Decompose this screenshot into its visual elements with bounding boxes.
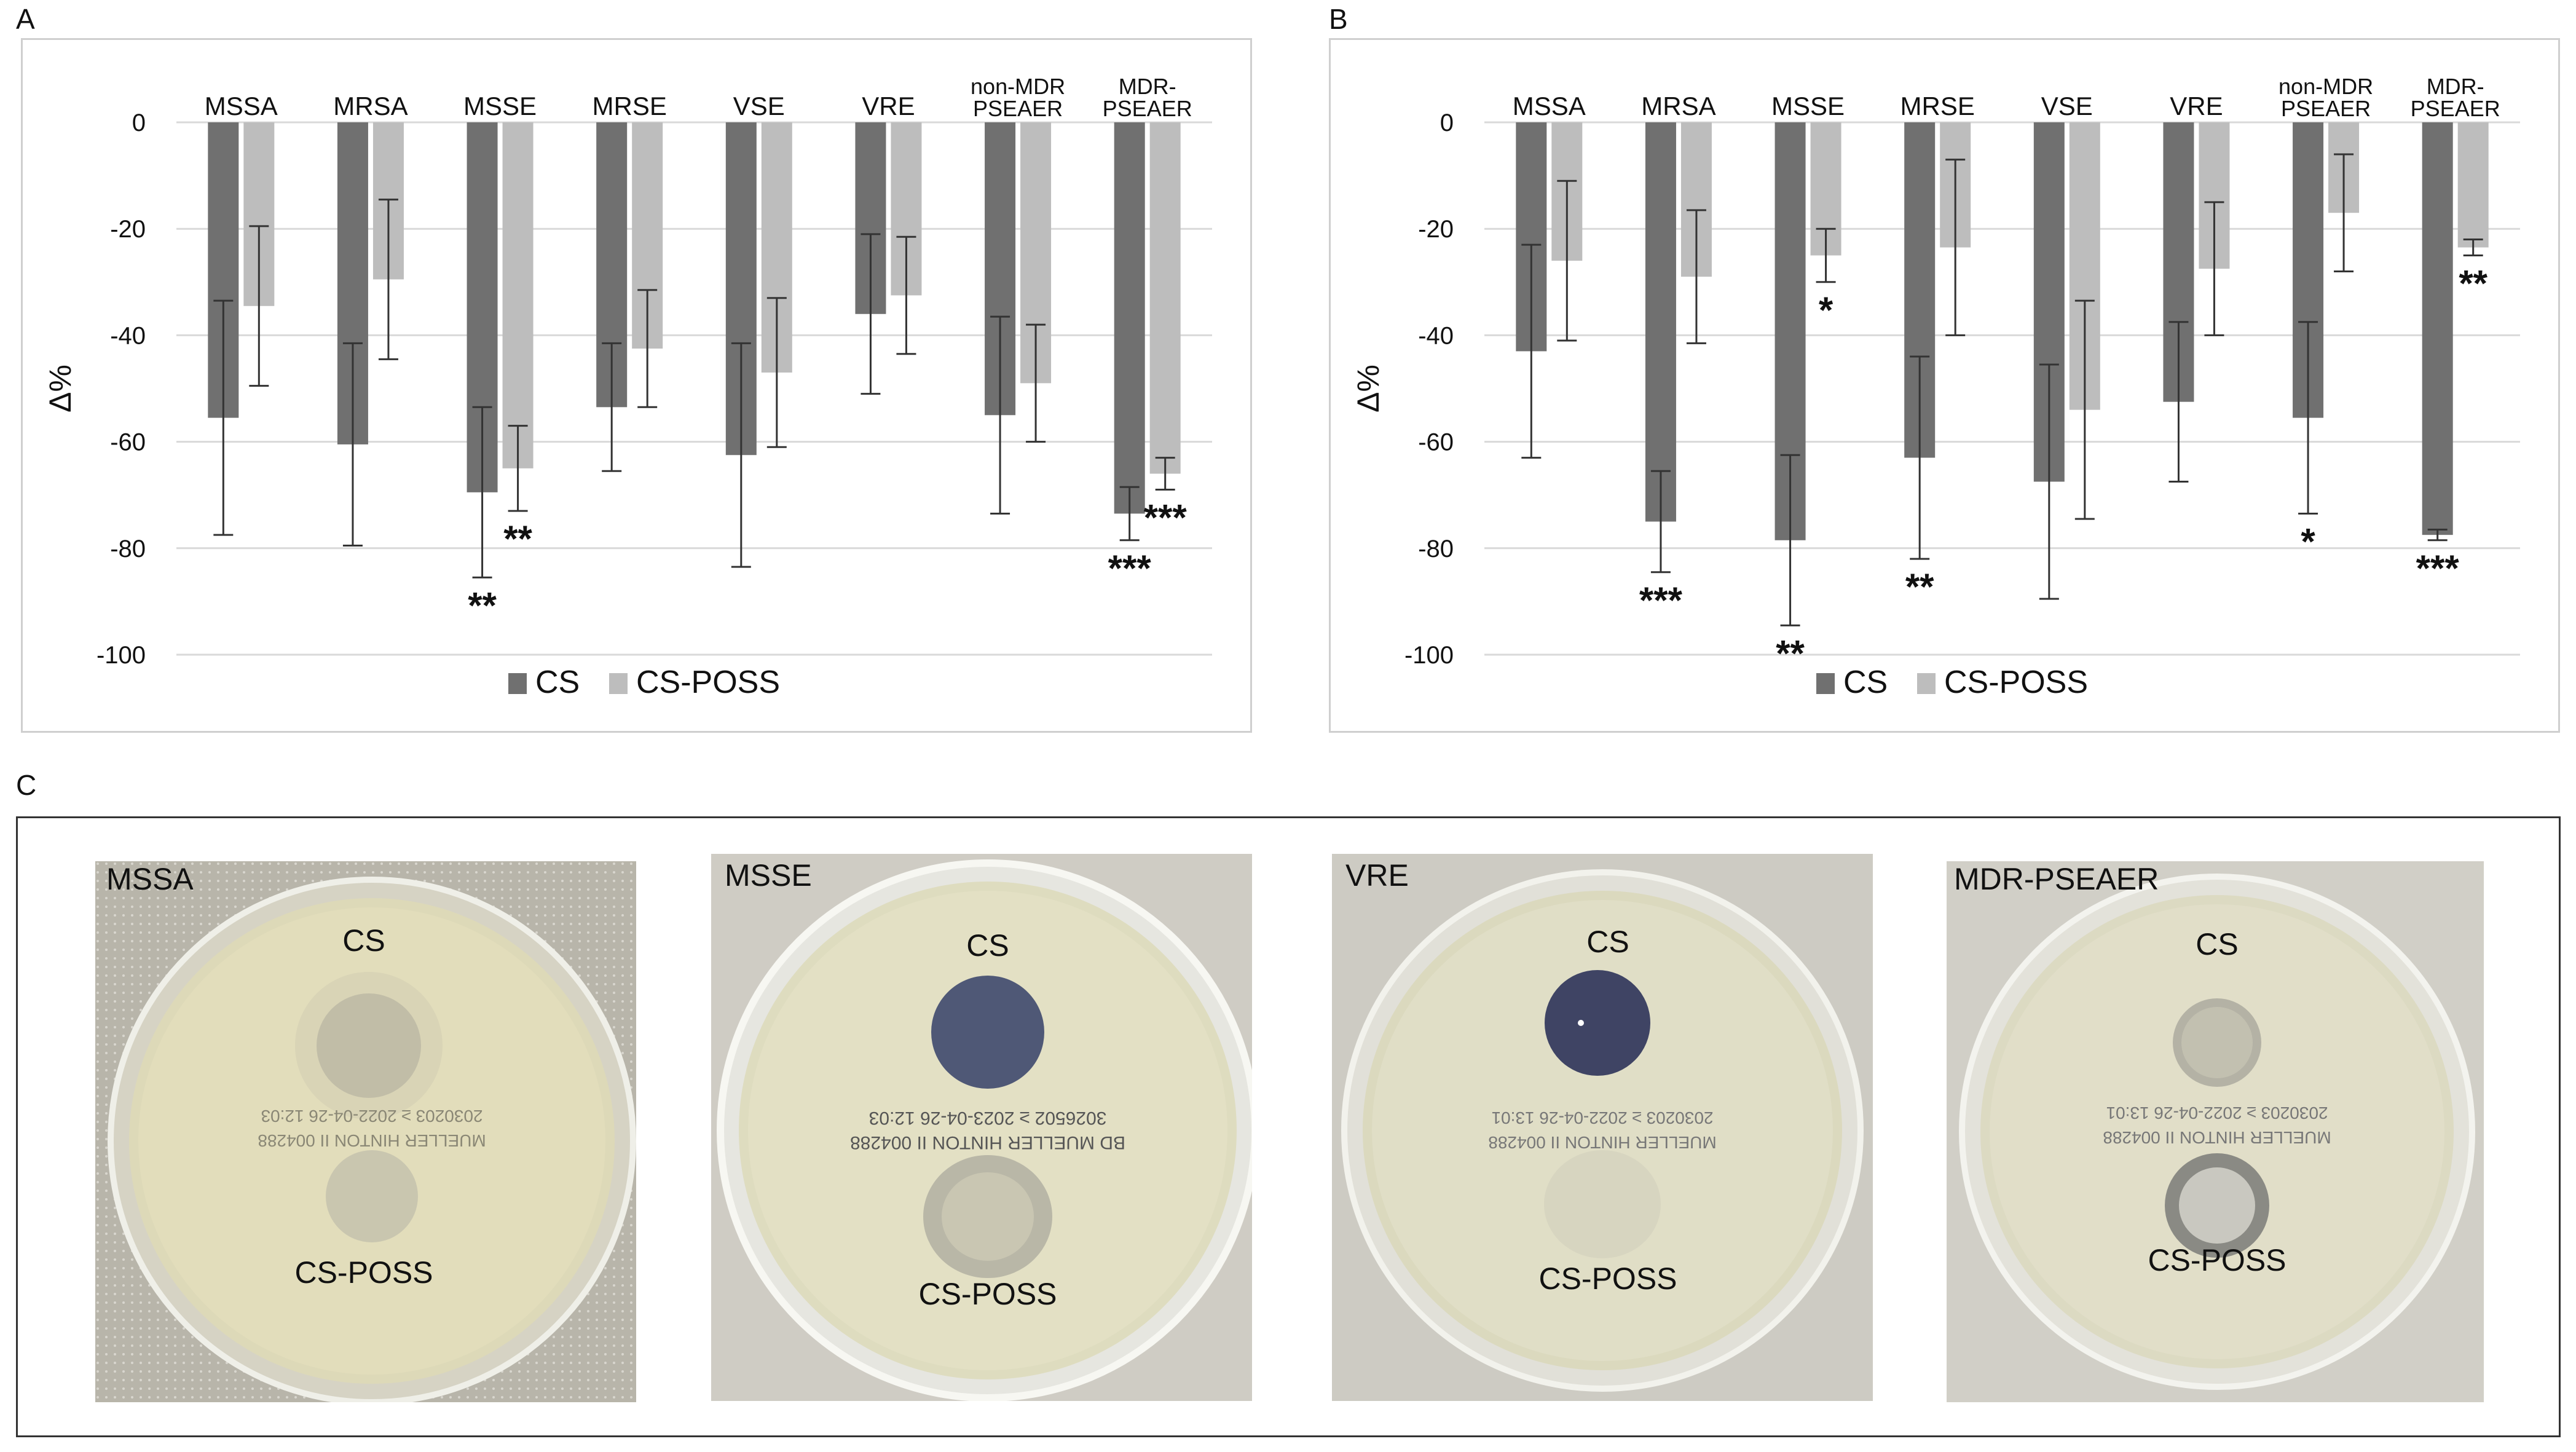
chart-panel-b: 0 -20 -40 -60 -80 -100 Δ% MSSA MRSA *** MSSE ** * MRS… [1329, 38, 2560, 733]
y-tick-label: -100 [97, 642, 146, 669]
y-tick-label: -40 [110, 322, 146, 349]
photo-label-mssa: MSSA [106, 862, 194, 896]
category-label: MDR- [2427, 74, 2484, 99]
photo-label-vre: VRE [1345, 858, 1409, 893]
significance-marker: *** [1639, 580, 1683, 621]
y-tick-label: -100 [1404, 642, 1454, 669]
category-label: MRSE [1900, 92, 1975, 120]
petri-dish-photo-msse: 3026502 ≥ 2023-04-26 12:03 BD MUELLER HI… [711, 854, 1252, 1401]
inhibition-zone-cs [931, 976, 1044, 1089]
y-tick-label: -60 [1418, 429, 1454, 456]
petri-dish-mdr-pseaer: 2030203 ≥ 2022-04-26 13:01 MUELLER HINTO… [1947, 861, 2484, 1402]
significance-marker: *** [2416, 548, 2460, 589]
bar-cs [1114, 122, 1145, 514]
petri-dish-photo-mdr-pseaer: 2030203 ≥ 2022-04-26 13:01 MUELLER HINTO… [1947, 861, 2484, 1402]
category-label: MRSA [333, 92, 408, 120]
y-axis-label: Δ% [43, 365, 77, 412]
category-label: non-MDR [971, 74, 1065, 99]
category-label: MSSA [205, 92, 278, 120]
significance-marker: ** [503, 518, 532, 559]
plate-label-cs: CS [2196, 927, 2239, 961]
category-label: MDR- [1119, 74, 1176, 99]
significance-marker: *** [1108, 548, 1152, 589]
category-label: PSEAER [2411, 96, 2500, 121]
plate-label-cs: CS [342, 923, 385, 958]
significance-marker: ** [2459, 263, 2487, 304]
panel-label-b: B [1329, 3, 1348, 35]
svg-text:3026502 ≥ 2023-04-26 12:03: 3026502 ≥ 2023-04-26 12:03 [869, 1108, 1107, 1128]
significance-marker: * [1819, 290, 1834, 331]
y-tick-label: -20 [1418, 216, 1454, 243]
significance-marker: ** [1905, 566, 1934, 607]
category-label: VRE [2170, 92, 2223, 120]
y-tick-label: -40 [1418, 322, 1454, 349]
chart-panel-a: 0 -20 -40 -60 -80 -100 Δ% MSSA MRSA MSSE ** ** MRSE V… [21, 38, 1252, 733]
petri-dish-vre: 2030203 ≥ 2022-04-26 13:01 MUELLER HINTO… [1332, 854, 1873, 1401]
category-label: PSEAER [973, 96, 1063, 121]
petri-dish-photo-vre: 2030203 ≥ 2022-04-26 13:01 MUELLER HINTO… [1332, 854, 1873, 1401]
y-axis-label: Δ% [1351, 365, 1385, 412]
plate-label-cs: CS [1586, 925, 1629, 959]
bar-cs [1645, 122, 1676, 522]
category-label: non-MDR [2279, 74, 2373, 99]
petri-dish-photo-mssa: 2030203 ≥ 2022-04-26 12:03 MUELLER HINTO… [95, 861, 636, 1402]
photo-panel-c: 2030203 ≥ 2022-04-26 12:03 MUELLER HINTO… [16, 816, 2561, 1437]
inhibition-zone-cs-poss [326, 1150, 418, 1242]
bar-cs-poss [502, 122, 534, 468]
category-label: VSE [2041, 92, 2093, 120]
y-tick-label: -80 [110, 535, 146, 562]
category-label: MRSA [1641, 92, 1715, 120]
petri-dish-msse: 3026502 ≥ 2023-04-26 12:03 BD MUELLER HI… [711, 854, 1252, 1401]
legend-swatch-cs-poss [1917, 673, 1936, 694]
category-label: MRSE [593, 92, 667, 120]
category-label: VRE [862, 92, 915, 120]
svg-text:2030203 ≥ 2022-04-26 12:03: 2030203 ≥ 2022-04-26 12:03 [261, 1107, 483, 1126]
significance-marker: ** [1776, 633, 1805, 674]
legend-label-cs-poss: CS-POSS [1944, 665, 2088, 700]
panel-label-a: A [16, 3, 35, 35]
photo-label-msse: MSSE [725, 858, 812, 893]
inhibition-zone-cs-poss [1544, 1150, 1661, 1258]
category-label: PSEAER [2281, 96, 2371, 121]
legend-label-cs: CS [535, 665, 580, 700]
svg-text:MUELLER HINTON II 004288: MUELLER HINTON II 004288 [2103, 1128, 2331, 1147]
inhibition-zone-cs [1545, 970, 1650, 1076]
bar-cs-poss [1149, 122, 1181, 474]
panel-label-c: C [16, 769, 37, 801]
significance-marker: ** [468, 585, 497, 626]
category-label: MSSE [1771, 92, 1845, 120]
plate-label-cs: CS [966, 928, 1009, 963]
svg-text:MUELLER HINTON II 004288: MUELLER HINTON II 004288 [1488, 1133, 1716, 1152]
bar-chart-a: 0 -20 -40 -60 -80 -100 Δ% MSSA MRSA MSSE **** MRSE V… [43, 74, 1212, 700]
svg-text:2030203 ≥ 2022-04-26 13:01: 2030203 ≥ 2022-04-26 13:01 [2106, 1103, 2328, 1123]
y-tick-label: -80 [1418, 535, 1454, 562]
legend-label-cs: CS [1843, 665, 1888, 700]
photo-label-mdr-pseaer: MDR-PSEAER [1954, 862, 2159, 896]
plate-label-cs-poss: CS-POSS [1538, 1261, 1677, 1296]
category-label: PSEAER [1103, 96, 1192, 121]
svg-text:2030203 ≥ 2022-04-26 13:01: 2030203 ≥ 2022-04-26 13:01 [1491, 1108, 1713, 1127]
bar-cs-poss [2457, 122, 2489, 248]
legend-label-cs-poss: CS-POSS [636, 665, 780, 700]
plate-label-cs-poss: CS-POSS [294, 1255, 433, 1290]
category-label: MSSE [463, 92, 537, 120]
y-tick-label: 0 [132, 109, 146, 136]
legend-swatch-cs-poss [609, 673, 628, 694]
plate-label-cs-poss: CS-POSS [918, 1277, 1057, 1311]
significance-marker: *** [1144, 497, 1188, 539]
category-label: VSE [733, 92, 785, 120]
category-label: MSSA [1513, 92, 1586, 120]
legend-swatch-cs [508, 673, 527, 694]
svg-text:MUELLER HINTON II 004288: MUELLER HINTON II 004288 [258, 1131, 486, 1150]
legend-swatch-cs [1816, 673, 1835, 694]
y-tick-label: -20 [110, 216, 146, 243]
svg-text:BD MUELLER HINTON II 004288: BD MUELLER HINTON II 004288 [850, 1132, 1125, 1153]
y-tick-label: -60 [110, 429, 146, 456]
significance-marker: * [2301, 521, 2315, 562]
plate-label-cs-poss: CS-POSS [2148, 1243, 2286, 1277]
petri-dish-mssa: 2030203 ≥ 2022-04-26 12:03 MUELLER HINTO… [95, 861, 636, 1402]
y-tick-label: 0 [1440, 109, 1454, 136]
bar-cs [2422, 122, 2453, 535]
